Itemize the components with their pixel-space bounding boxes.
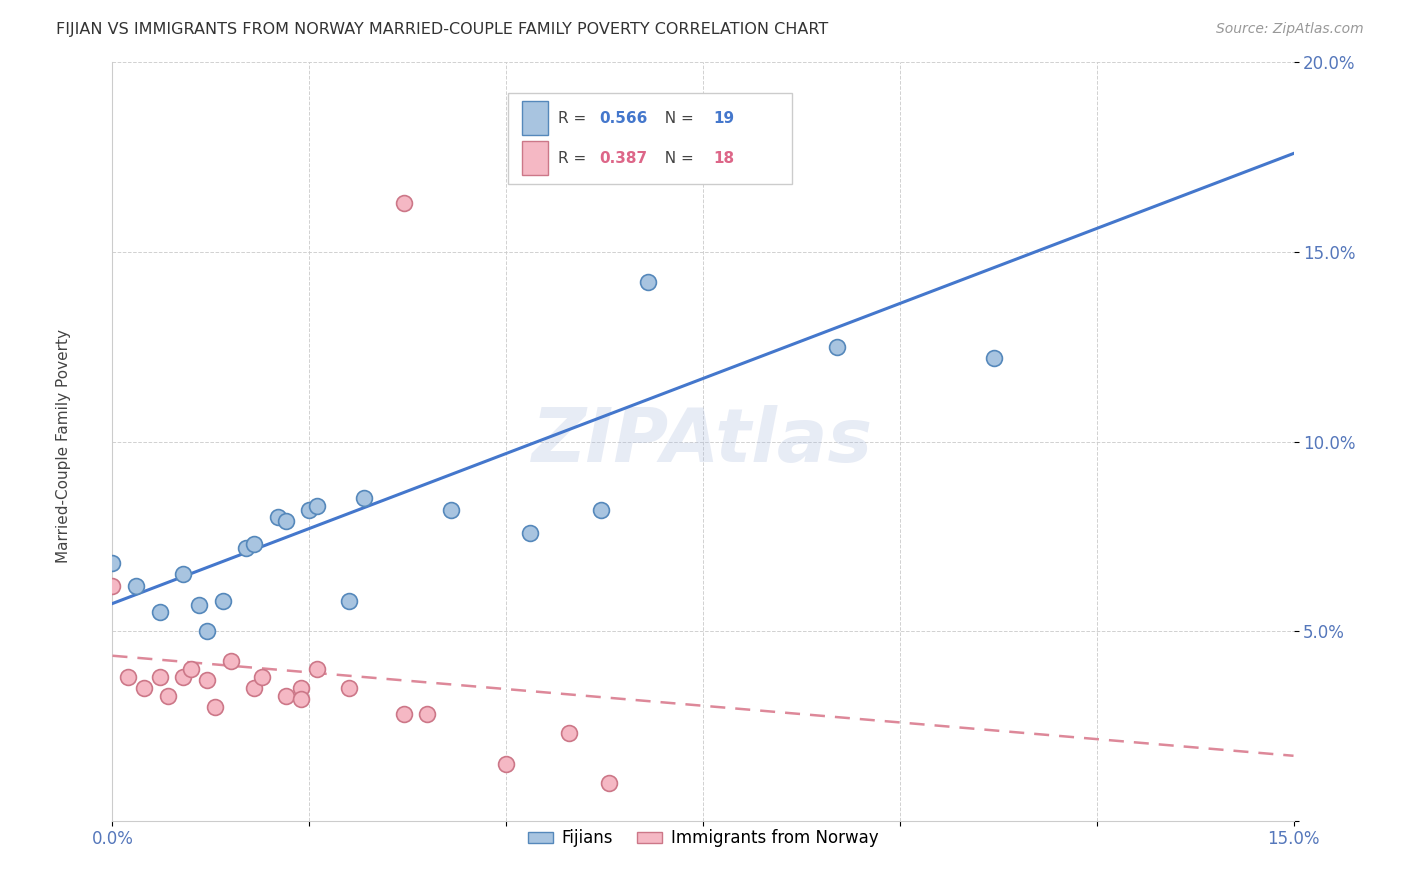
- Point: [440, 503, 463, 517]
- Point: [274, 514, 297, 528]
- Point: [188, 598, 211, 612]
- Point: [290, 681, 312, 695]
- Point: [172, 567, 194, 582]
- Point: [589, 503, 612, 517]
- Point: [353, 491, 375, 506]
- Text: FIJIAN VS IMMIGRANTS FROM NORWAY MARRIED-COUPLE FAMILY POVERTY CORRELATION CHART: FIJIAN VS IMMIGRANTS FROM NORWAY MARRIED…: [56, 22, 828, 37]
- Point: [267, 510, 290, 524]
- Text: 19: 19: [714, 111, 735, 126]
- Point: [125, 579, 148, 593]
- Point: [204, 699, 226, 714]
- Point: [235, 541, 257, 555]
- Point: [243, 681, 266, 695]
- Text: N =: N =: [655, 111, 699, 126]
- Point: [274, 689, 297, 703]
- Point: [519, 525, 541, 540]
- Point: [416, 707, 439, 722]
- Text: 0.566: 0.566: [599, 111, 647, 126]
- Point: [637, 275, 659, 289]
- Text: ZIPAtlas: ZIPAtlas: [533, 405, 873, 478]
- Point: [495, 756, 517, 771]
- Text: R =: R =: [558, 151, 591, 166]
- Point: [298, 503, 321, 517]
- Point: [250, 669, 273, 684]
- Point: [337, 681, 360, 695]
- Text: Source: ZipAtlas.com: Source: ZipAtlas.com: [1216, 22, 1364, 37]
- Text: 18: 18: [714, 151, 735, 166]
- Point: [195, 624, 218, 639]
- Point: [983, 351, 1005, 366]
- Point: [558, 726, 581, 740]
- Point: [172, 669, 194, 684]
- Point: [195, 673, 218, 688]
- Point: [117, 669, 139, 684]
- Text: N =: N =: [655, 151, 699, 166]
- Point: [307, 662, 329, 676]
- Point: [337, 594, 360, 608]
- Point: [825, 340, 848, 354]
- Point: [243, 537, 266, 551]
- Point: [307, 499, 329, 513]
- Point: [149, 669, 172, 684]
- Point: [290, 692, 312, 706]
- Bar: [522, 101, 548, 136]
- Text: Married-Couple Family Poverty: Married-Couple Family Poverty: [56, 329, 70, 563]
- Point: [132, 681, 155, 695]
- Point: [211, 594, 233, 608]
- Point: [558, 112, 581, 127]
- Legend: Fijians, Immigrants from Norway: Fijians, Immigrants from Norway: [522, 822, 884, 854]
- Point: [180, 662, 202, 676]
- Text: R =: R =: [558, 111, 591, 126]
- FancyBboxPatch shape: [508, 93, 792, 184]
- Point: [598, 776, 620, 790]
- Point: [101, 556, 124, 570]
- Bar: [522, 141, 548, 176]
- Point: [392, 195, 415, 210]
- Text: 0.387: 0.387: [599, 151, 647, 166]
- Point: [392, 707, 415, 722]
- Point: [101, 579, 124, 593]
- Point: [149, 605, 172, 619]
- Point: [156, 689, 179, 703]
- Point: [219, 655, 242, 669]
